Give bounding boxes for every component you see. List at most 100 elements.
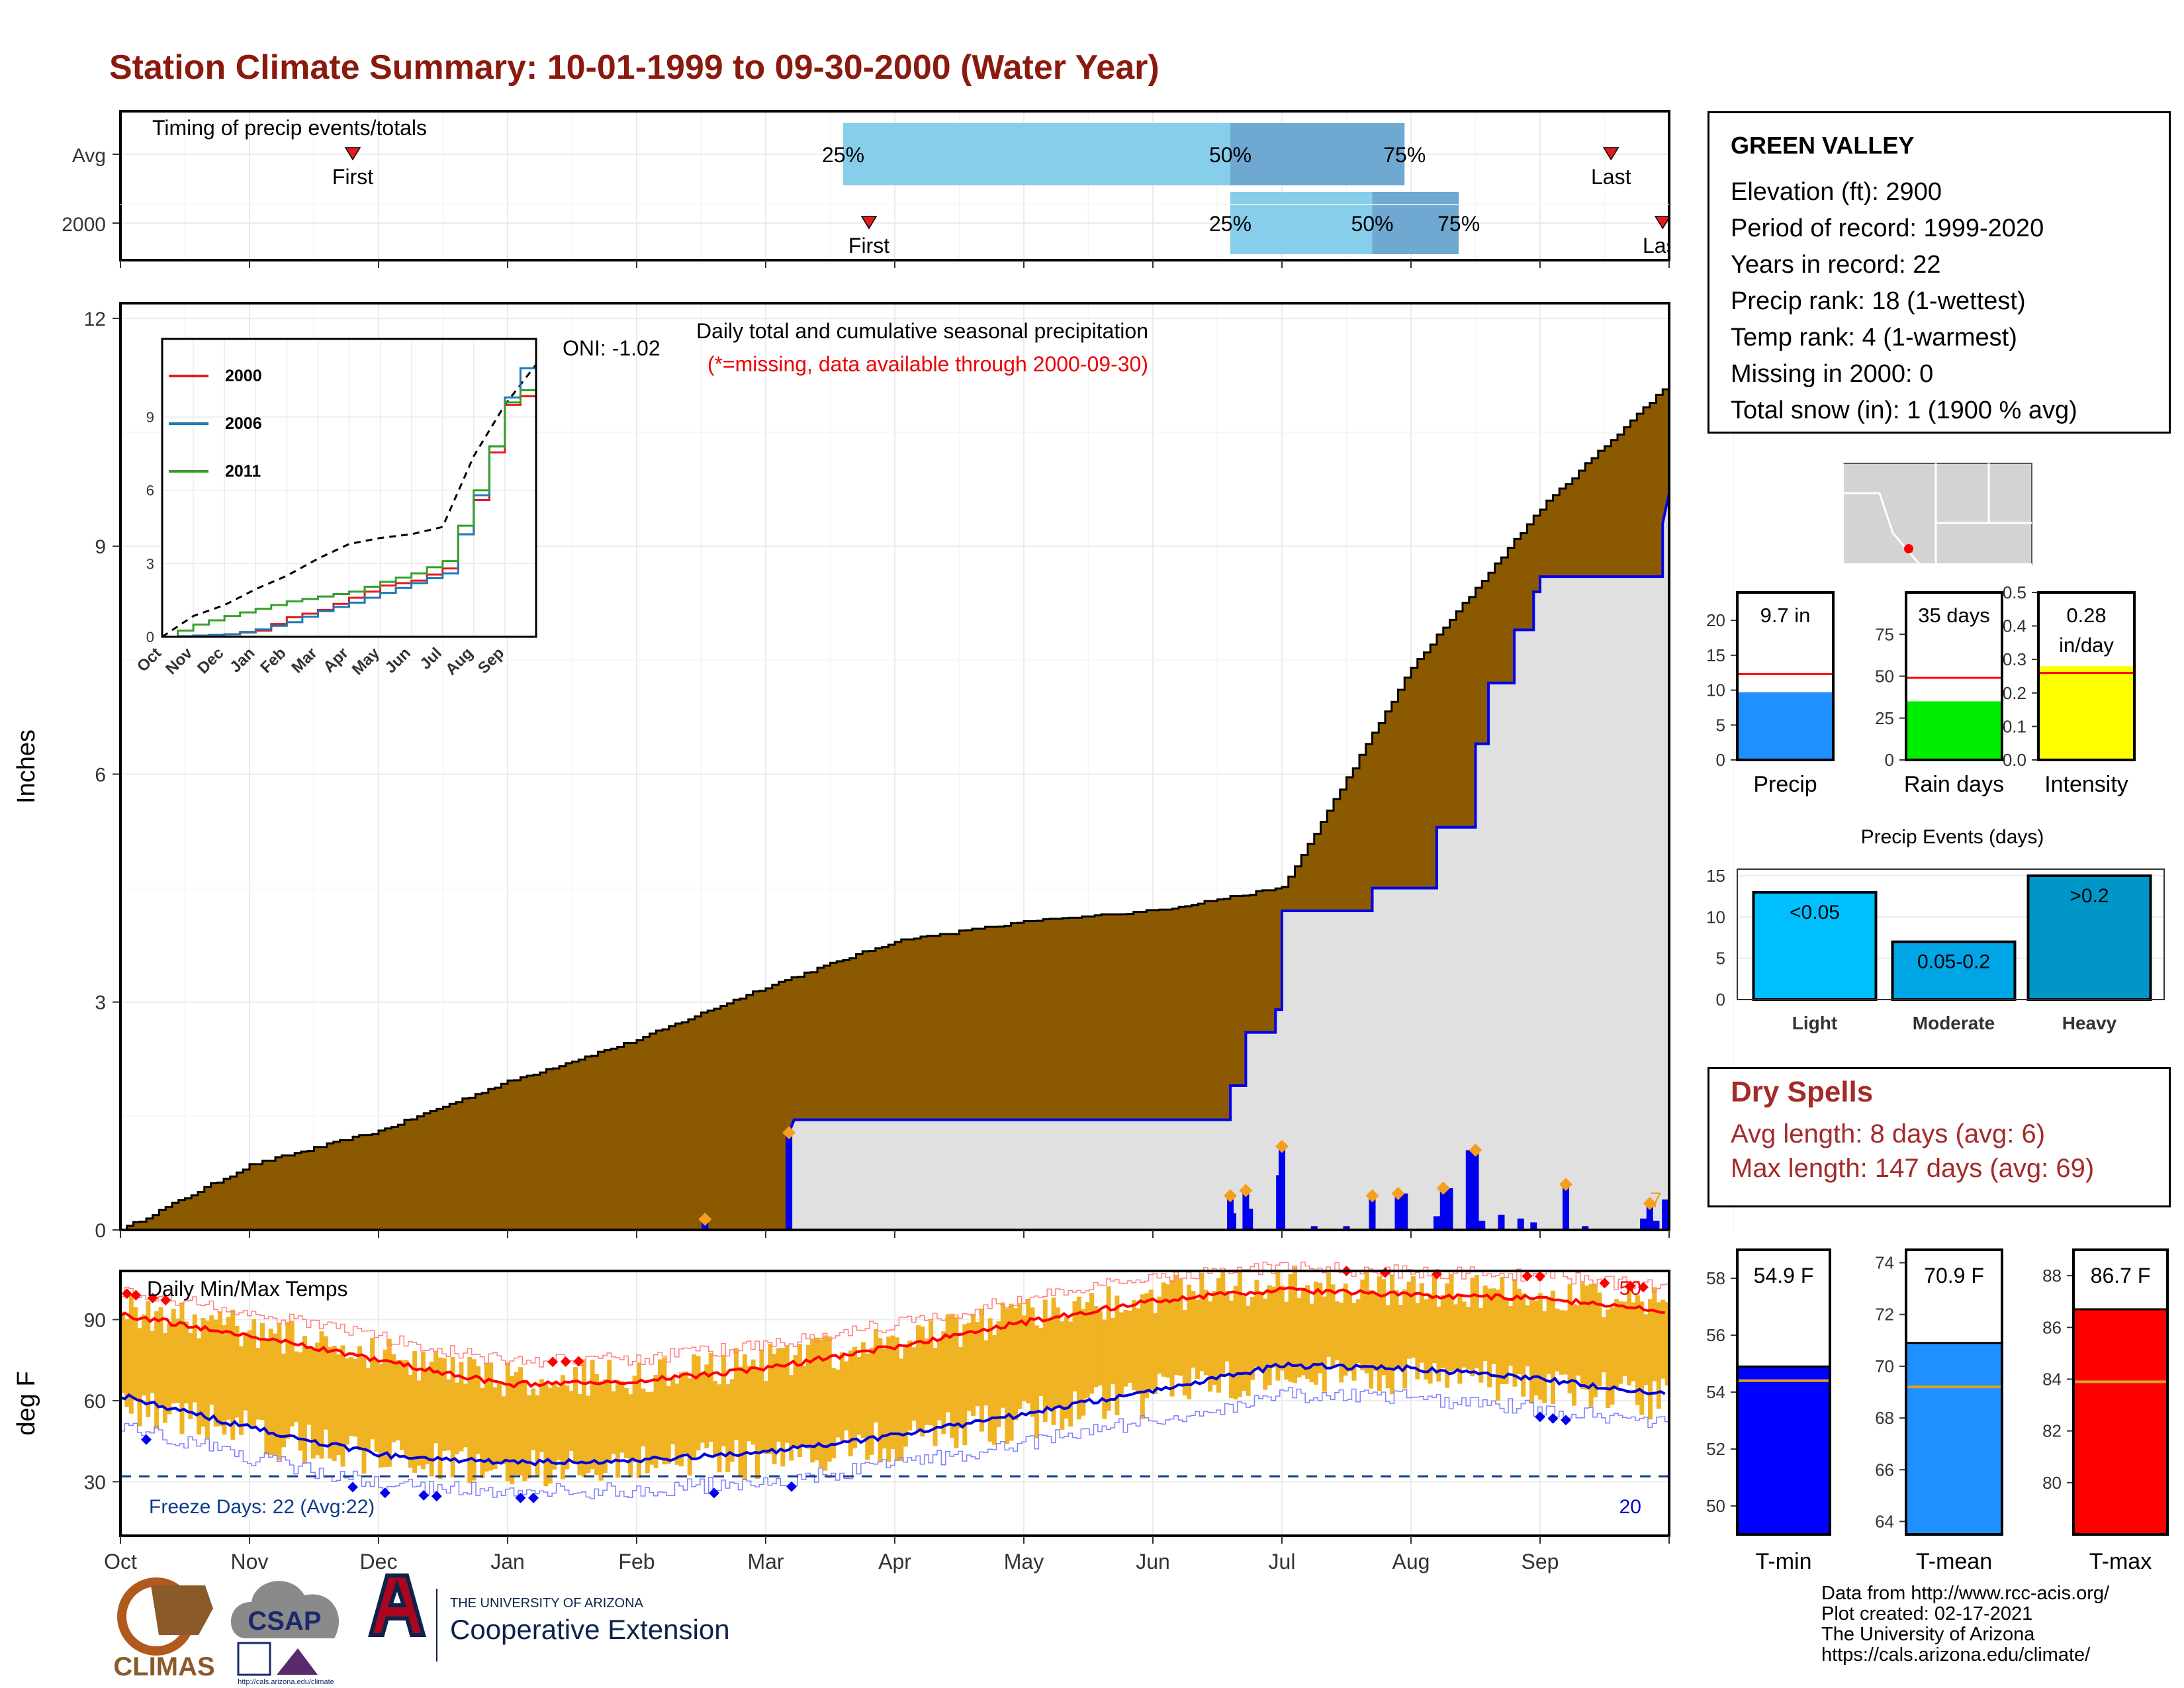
- daily-temp-bar: [1402, 1289, 1408, 1389]
- daily-temp-bar: [315, 1342, 320, 1456]
- station-info-row: Period of record: 1999-2020: [1731, 214, 2044, 242]
- daily-temp-bar: [1111, 1317, 1116, 1385]
- daily-temp-bar: [277, 1323, 282, 1461]
- cold-day-marker: [1561, 1415, 1571, 1426]
- daily-temp-bar: [476, 1366, 481, 1454]
- daily-temp-bar: [1165, 1284, 1171, 1378]
- climas-logo-shape: [151, 1585, 213, 1635]
- daily-temp-bar: [370, 1337, 375, 1440]
- dry-spells-row: Max length: 147 days (avg: 69): [1731, 1154, 2095, 1183]
- mini-bar-y-tick-label: 20: [1706, 610, 1725, 630]
- daily-temp-bar: [1521, 1293, 1526, 1397]
- daily-temp-bar: [218, 1311, 223, 1427]
- cold-day-marker: [379, 1487, 390, 1499]
- daily-precip-bar: [1343, 1226, 1350, 1230]
- daily-temp-bar: [962, 1324, 968, 1446]
- credit-line: Plot created: 02-17-2021: [1821, 1603, 2033, 1624]
- daily-temp-bar: [1034, 1325, 1039, 1438]
- avg-cumulative-line: [120, 384, 1670, 1231]
- daily-temp-bar: [1618, 1301, 1623, 1384]
- mini-bar-y-tick-label: 0: [1716, 750, 1725, 770]
- hot-day-marker: [573, 1356, 584, 1367]
- mini-bar: [1906, 701, 2002, 760]
- precip-y-tick-label: 12: [84, 308, 106, 330]
- daily-temp-bar: [1597, 1292, 1602, 1387]
- temp-bar-label: T-mean: [1916, 1549, 1992, 1574]
- inset-legend-label: 2006: [225, 414, 262, 433]
- map-state-border: [1843, 463, 2032, 565]
- big-event-marker: [1469, 1143, 1482, 1157]
- inset-legend-label: 2000: [225, 367, 262, 385]
- inset-legend-label: 2011: [225, 462, 261, 481]
- daily-temp-bar: [1504, 1299, 1509, 1384]
- daily-temp-bar: [801, 1366, 807, 1446]
- daily-temp-bar: [653, 1374, 659, 1468]
- daily-temp-bar: [628, 1394, 633, 1477]
- hot-day-marker: [130, 1289, 142, 1301]
- temp-y-axis-label: deg F: [13, 1371, 40, 1435]
- daily-temp-bar: [920, 1326, 925, 1437]
- timing-row-label: 2000: [62, 214, 106, 236]
- daily-temp-bar: [1406, 1282, 1412, 1359]
- cold-day-marker: [347, 1481, 358, 1493]
- temp-bar-border: [1905, 1248, 2003, 1536]
- daily-temp-bar: [1292, 1266, 1297, 1383]
- daily-temp-bar: [1161, 1282, 1166, 1377]
- daily-temp-bar: [531, 1388, 536, 1450]
- events-y-tick-label: 10: [1706, 907, 1725, 927]
- big-event-marker: [1436, 1181, 1450, 1195]
- daily-temp-bar: [179, 1302, 185, 1434]
- daily-temp-bar: [1390, 1275, 1395, 1395]
- daily-temp-bar: [1334, 1301, 1340, 1360]
- daily-temp-bar: [268, 1329, 273, 1456]
- month-tick-label: May: [1004, 1550, 1044, 1573]
- daily-temp-bar: [1263, 1298, 1268, 1390]
- timing-first-marker: [344, 147, 361, 161]
- inset-avg-line: [161, 363, 537, 638]
- dry-spells-row: Avg length: 8 days (avg: 6): [1731, 1119, 2046, 1149]
- daily-temp-bar: [768, 1343, 773, 1454]
- bottom-count-label: 20: [1619, 1496, 1641, 1518]
- daily-temp-bar: [1631, 1302, 1636, 1382]
- daily-precip-bar: [1229, 1213, 1236, 1230]
- month-tick-label: Mar: [747, 1550, 784, 1573]
- daily-temp-bar: [865, 1354, 870, 1460]
- daily-temp-bar: [1148, 1289, 1154, 1390]
- big-event-marker: [1559, 1178, 1572, 1192]
- daily-temp-bar: [1267, 1285, 1272, 1385]
- daily-temp-bar: [844, 1361, 849, 1430]
- big-event-marker: [1365, 1189, 1379, 1203]
- temp-bar-y-tick-label: 70: [1875, 1356, 1894, 1376]
- daily-temp-bar: [146, 1301, 151, 1417]
- daily-temp-bar: [247, 1330, 252, 1426]
- daily-temp-bar: [374, 1360, 379, 1452]
- daily-temp-bar: [420, 1352, 426, 1470]
- inset-y-tick-label: 9: [146, 409, 154, 426]
- daily-temp-bar: [552, 1383, 557, 1470]
- daily-temp-bar: [1115, 1295, 1120, 1415]
- daily-temp-bar: [1529, 1298, 1535, 1404]
- daily-temp-bar: [1195, 1299, 1200, 1380]
- daily-temp-bar: [450, 1356, 455, 1477]
- daily-temp-bar: [188, 1333, 193, 1419]
- big-event-marker: [1224, 1189, 1237, 1203]
- daily-temp-bar: [586, 1395, 591, 1474]
- daily-temp-bar: [805, 1344, 811, 1449]
- daily-temp-bar: [319, 1331, 324, 1459]
- top-count-label: 50: [1619, 1278, 1641, 1299]
- daily-temp-bar: [353, 1358, 358, 1437]
- daily-temp-bar: [1060, 1321, 1065, 1430]
- cold-day-marker: [141, 1434, 152, 1445]
- daily-temp-bar: [1026, 1299, 1031, 1404]
- cold-day-marker: [1535, 1411, 1545, 1423]
- daily-temp-bar: [615, 1380, 621, 1478]
- temp-bar: [1737, 1366, 1830, 1534]
- inset-y-tick-label: 3: [146, 555, 154, 572]
- daily-temp-bar: [1076, 1296, 1081, 1420]
- daily-temp-bar: [349, 1357, 354, 1436]
- daily-temp-bar: [226, 1317, 231, 1420]
- daily-temp-bar: [1123, 1309, 1128, 1387]
- mini-bar-label: Rain days: [1904, 772, 2004, 797]
- daily-temp-bar: [1212, 1291, 1217, 1385]
- daily-temp-bar: [1242, 1296, 1247, 1391]
